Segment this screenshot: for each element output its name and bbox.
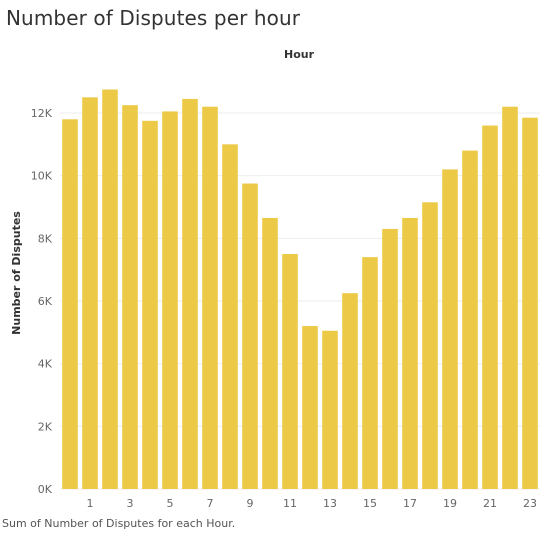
y-tick-label: 2K xyxy=(38,420,53,433)
bar-hour-14[interactable] xyxy=(342,293,358,489)
y-tick-label: 12K xyxy=(31,107,53,120)
chart-caption: Sum of Number of Disputes for each Hour. xyxy=(2,517,236,530)
x-tick-label: 13 xyxy=(323,497,337,510)
y-axis-title: Number of Disputes xyxy=(10,211,23,335)
bar-hour-1[interactable] xyxy=(82,97,98,489)
bar-hour-4[interactable] xyxy=(142,120,158,489)
bar-hour-9[interactable] xyxy=(242,183,258,490)
bar-hour-12[interactable] xyxy=(302,326,318,489)
x-tick-label: 15 xyxy=(363,497,377,510)
bar-hour-7[interactable] xyxy=(202,106,218,489)
bar-hour-22[interactable] xyxy=(502,106,518,489)
y-tick-label: 10K xyxy=(31,170,53,183)
x-tick-label: 1 xyxy=(87,497,94,510)
bar-hour-13[interactable] xyxy=(322,330,338,489)
bar-hour-17[interactable] xyxy=(402,217,418,489)
bar-hour-18[interactable] xyxy=(422,202,438,490)
bar-hour-21[interactable] xyxy=(482,125,498,490)
y-tick-label: 0K xyxy=(38,483,53,496)
x-tick-label: 9 xyxy=(247,497,254,510)
bar-hour-19[interactable] xyxy=(442,169,458,489)
bars xyxy=(62,89,538,490)
x-tick-label: 3 xyxy=(127,497,134,510)
x-tick-label: 23 xyxy=(523,497,537,510)
bar-hour-2[interactable] xyxy=(102,89,118,490)
bar-hour-11[interactable] xyxy=(282,254,298,489)
x-tick-label: 5 xyxy=(167,497,174,510)
bar-hour-0[interactable] xyxy=(62,119,78,490)
bar-hour-15[interactable] xyxy=(362,257,378,489)
bar-hour-20[interactable] xyxy=(462,150,478,489)
y-tick-label: 6K xyxy=(38,295,53,308)
x-tick-label: 17 xyxy=(403,497,417,510)
y-tick-label: 8K xyxy=(38,232,53,245)
x-tick-label: 19 xyxy=(443,497,457,510)
bar-hour-5[interactable] xyxy=(162,111,178,489)
bar-hour-10[interactable] xyxy=(262,217,278,489)
bar-hour-8[interactable] xyxy=(222,144,238,490)
bar-hour-23[interactable] xyxy=(522,117,538,489)
x-tick-label: 21 xyxy=(483,497,497,510)
bar-hour-3[interactable] xyxy=(122,105,138,490)
x-axis-title: Hour xyxy=(284,48,315,61)
y-tick-label: 4K xyxy=(38,358,53,371)
chart-title: Number of Disputes per hour xyxy=(6,6,301,30)
bar-hour-6[interactable] xyxy=(182,98,198,490)
y-axis-ticks: 0K 2K 4K 6K 8K 10K 12K xyxy=(31,107,53,496)
x-axis-ticks: 1 3 5 7 9 11 13 15 17 19 21 23 xyxy=(87,497,538,510)
x-tick-label: 11 xyxy=(283,497,297,510)
gridlines xyxy=(60,112,540,490)
x-tick-label: 7 xyxy=(207,497,214,510)
bar-hour-16[interactable] xyxy=(382,228,398,489)
